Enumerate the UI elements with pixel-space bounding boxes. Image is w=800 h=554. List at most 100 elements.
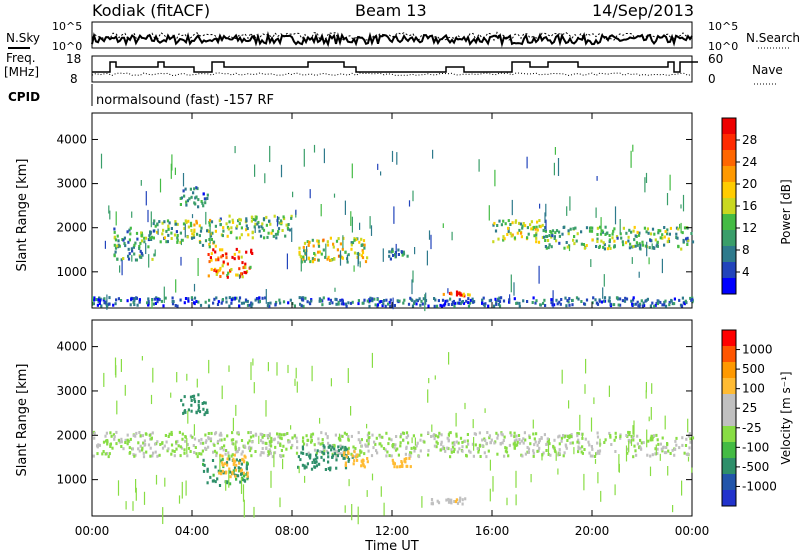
heatmap-cell: [247, 233, 250, 237]
heatmap-cell: [225, 480, 227, 491]
heatmap-cell: [209, 437, 213, 441]
heatmap-cell: [418, 297, 421, 301]
heatmap-cell: [268, 219, 271, 223]
heatmap-cell: [165, 229, 168, 233]
heatmap-cell: [179, 454, 182, 458]
heatmap-cell: [515, 470, 517, 488]
heatmap-cell: [681, 443, 684, 447]
colorbar-swatch: [722, 118, 736, 135]
heatmap-cell: [220, 433, 223, 437]
heatmap-cell: [434, 375, 436, 380]
heatmap-cell: [226, 463, 229, 467]
x-tick-label: 12:00: [375, 524, 410, 538]
heatmap-cell: [235, 236, 238, 240]
x-tick-label: 16:00: [475, 524, 510, 538]
heatmap-cell: [661, 449, 664, 453]
heatmap-cell: [415, 302, 418, 306]
heatmap-cell: [532, 419, 534, 429]
heatmap-cell: [507, 226, 510, 230]
heatmap-cell: [518, 228, 521, 232]
heatmap-cell: [226, 457, 229, 461]
heatmap-cell: [371, 297, 374, 301]
heatmap-cell: [194, 196, 197, 200]
heatmap-cell: [125, 501, 127, 510]
heatmap-cell: [126, 230, 129, 234]
heatmap-cell: [238, 217, 241, 221]
heatmap-cell: [176, 304, 179, 308]
heatmap-cell: [441, 447, 444, 451]
heatmap-cell: [193, 451, 196, 454]
heatmap-cell: [245, 271, 248, 275]
heatmap-cell: [141, 446, 144, 450]
heatmap-cell: [350, 452, 353, 456]
heatmap-cell: [363, 243, 366, 247]
heatmap-cell: [513, 435, 516, 439]
heatmap-cell: [191, 435, 194, 439]
heatmap-cell: [386, 450, 389, 454]
heatmap-cell: [334, 449, 337, 453]
heatmap-cell: [426, 250, 428, 266]
heatmap-cell: [434, 298, 437, 302]
heatmap-cell: [684, 444, 688, 447]
heatmap-cell: [570, 433, 573, 437]
heatmap-cell: [234, 459, 237, 463]
heatmap-cell: [606, 247, 609, 251]
heatmap-cell: [553, 303, 556, 307]
heatmap-cell: [601, 229, 604, 233]
heatmap-cell: [236, 450, 239, 454]
heatmap-cell: [686, 236, 689, 240]
heatmap-cell: [228, 365, 230, 372]
heatmap-cell: [581, 433, 583, 439]
heatmap-cell: [591, 238, 594, 242]
heatmap-cell: [542, 301, 545, 305]
heatmap-cell: [651, 383, 653, 394]
heatmap-cell: [224, 471, 227, 475]
heatmap-cell: [505, 446, 508, 450]
heatmap-cell: [237, 448, 240, 451]
heatmap-cell: [123, 236, 126, 240]
heatmap-cell: [650, 407, 652, 420]
heatmap-cell: [669, 452, 672, 455]
heatmap-cell: [213, 297, 216, 301]
heatmap-cell: [671, 302, 674, 306]
heatmap-cell: [349, 301, 353, 305]
heatmap-cell: [190, 229, 193, 232]
heatmap-cell: [213, 268, 216, 272]
heatmap-cell: [238, 469, 241, 473]
heatmap-cell: [498, 219, 501, 223]
heatmap-cell: [561, 369, 563, 384]
heatmap-cell: [646, 453, 649, 457]
heatmap-cell: [251, 302, 254, 306]
heatmap-cell: [545, 449, 548, 452]
heatmap-cell: [339, 242, 342, 246]
heatmap-cell: [408, 456, 411, 460]
heatmap-cell: [339, 444, 342, 448]
heatmap-cell: [569, 227, 572, 231]
heatmap-cell: [167, 233, 170, 237]
heatmap-cell: [214, 465, 217, 469]
heatmap-cell: [98, 296, 101, 300]
heatmap-cell: [566, 245, 569, 249]
heatmap-cell: [279, 436, 282, 440]
heatmap-cell: [153, 253, 156, 257]
freq-tick-high: 18: [66, 52, 81, 66]
heatmap-cell: [134, 241, 137, 245]
heatmap-cell: [164, 434, 167, 437]
heatmap-cell: [239, 469, 242, 473]
colorbar-tick-label: -25: [742, 421, 762, 435]
heatmap-cell: [233, 466, 237, 470]
heatmap-cell: [645, 298, 648, 302]
velocity-ylabel: Slant Range [km]: [15, 364, 30, 477]
noise-tick-high-right: 10^5: [708, 20, 738, 33]
heatmap-cell: [608, 296, 611, 300]
heatmap-cell: [120, 445, 123, 448]
heatmap-cell: [632, 435, 635, 439]
heatmap-cell: [410, 446, 413, 450]
heatmap-cell: [353, 455, 356, 459]
heatmap-cell: [249, 431, 252, 434]
heatmap-cell: [583, 302, 586, 306]
heatmap-cell: [411, 437, 413, 444]
heatmap-cell: [193, 296, 197, 300]
heatmap-cell: [193, 228, 196, 232]
heatmap-cell: [315, 460, 318, 464]
